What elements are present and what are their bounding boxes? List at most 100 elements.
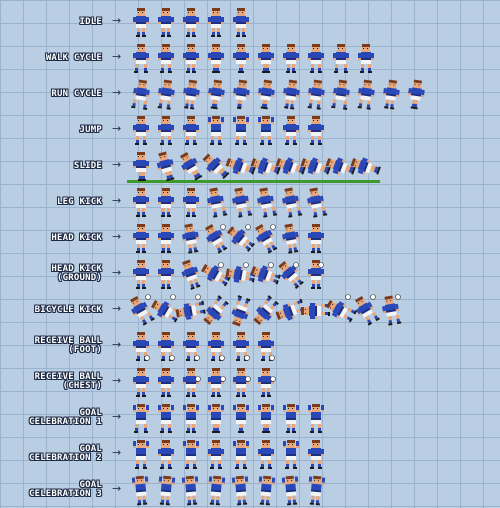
player-leg-kick-sprite-frame <box>232 187 253 218</box>
animation-row: IDLE → <box>0 4 500 40</box>
player-head-kick-sprite-frame <box>308 224 324 253</box>
player-head-kick-sprite <box>226 223 255 255</box>
player-receive-foot-sprite <box>180 331 202 363</box>
player-head-kick-ground-sprite-frame <box>201 262 231 287</box>
animation-label: IDLE <box>79 16 102 27</box>
player-walk-sprite <box>255 43 277 75</box>
player-celebration-1-sprite-frame <box>283 404 299 433</box>
player-jump-sprite-frame <box>183 116 199 145</box>
player-idle-sprite <box>230 7 252 39</box>
player-celebration-1-sprite <box>255 403 277 435</box>
player-slide-sprite-frame <box>250 157 281 183</box>
player-slide-sprite <box>250 151 281 183</box>
player-celebration-2-sprite-frame <box>258 440 274 469</box>
player-celebration-3-sprite <box>255 475 277 507</box>
player-jump-sprite-frame <box>233 116 249 145</box>
player-run-sprite <box>205 79 227 111</box>
player-head-kick-sprite-frame <box>282 223 300 254</box>
player-slide-sprite-frame <box>325 157 356 183</box>
player-celebration-3-sprite <box>305 475 327 507</box>
player-leg-kick-sprite-frame <box>307 187 328 218</box>
player-receive-chest-sprite-frame <box>183 368 201 397</box>
player-receive-foot-sprite-frame <box>183 332 200 361</box>
player-head-kick-ground-sprite <box>250 259 281 291</box>
player-celebration-3-sprite <box>205 475 227 507</box>
player-head-kick-ground-sprite-frame <box>308 260 324 289</box>
player-celebration-2-sprite <box>130 439 152 471</box>
player-jump-sprite-frame <box>133 116 149 145</box>
player-head-kick-sprite <box>205 223 228 255</box>
player-head-kick-ground-sprite-frame <box>133 260 149 289</box>
player-bicycle-kick-sprite-frame <box>382 294 402 326</box>
player-head-kick-ground-sprite-frame <box>225 262 256 284</box>
player-slide-sprite <box>225 151 256 183</box>
player-walk-sprite-frame <box>308 44 324 73</box>
player-leg-kick-sprite <box>280 187 303 219</box>
player-slide-sprite <box>350 151 381 183</box>
player-head-kick-sprite <box>180 223 202 255</box>
player-receive-foot-sprite-frame <box>158 332 175 361</box>
animation-row: JUMP → <box>0 112 500 148</box>
player-celebration-2-sprite-frame <box>133 440 149 469</box>
animation-label: LEG KICK <box>57 196 102 207</box>
player-walk-sprite-frame <box>133 44 149 73</box>
animation-label: JUMP <box>79 124 102 135</box>
player-run-sprite <box>305 79 327 111</box>
player-celebration-1-sprite <box>280 403 302 435</box>
player-leg-kick-sprite-frame <box>257 187 278 218</box>
player-head-kick-ground-sprite <box>155 259 177 291</box>
player-jump-sprite <box>305 115 327 147</box>
player-run-sprite <box>405 79 427 111</box>
player-head-kick-sprite <box>155 223 177 255</box>
player-jump-sprite-frame <box>208 116 224 145</box>
player-idle-sprite-frame <box>208 8 224 37</box>
player-jump-sprite-frame <box>308 116 324 145</box>
player-run-sprite-frame <box>357 79 375 110</box>
player-celebration-1-sprite-frame <box>183 404 199 433</box>
player-run-sprite-frame <box>157 79 175 110</box>
player-celebration-1-sprite-frame <box>233 404 249 433</box>
player-receive-foot-sprite <box>255 331 277 363</box>
player-head-kick-ground-sprite-frame <box>250 262 281 285</box>
player-head-kick-sprite-frame <box>255 224 278 254</box>
player-run-sprite <box>280 79 302 111</box>
player-run-sprite-frame <box>331 79 350 110</box>
player-celebration-2-sprite <box>180 439 202 471</box>
player-jump-sprite <box>230 115 252 147</box>
player-celebration-2-sprite <box>155 439 177 471</box>
player-idle-sprite <box>155 7 177 39</box>
player-slide-sprite <box>275 151 306 183</box>
player-bicycle-kick-sprite-frame <box>253 295 279 326</box>
player-run-sprite-frame <box>282 79 300 110</box>
animation-row: RUN CYCLE → <box>0 76 500 112</box>
player-slide-sprite-frame <box>177 152 205 183</box>
player-celebration-1-sprite <box>180 403 202 435</box>
player-receive-chest-sprite <box>205 367 227 399</box>
animation-row: GOAL CELEBRATION 3 → <box>0 472 500 508</box>
player-celebration-3-sprite-frame <box>181 475 199 506</box>
player-bicycle-kick-sprite-frame <box>326 294 358 323</box>
player-jump-sprite <box>155 115 177 147</box>
player-celebration-3-sprite-frame <box>281 475 299 506</box>
player-jump-sprite-frame <box>258 116 274 145</box>
animation-row: RECEIVE BALL (CHEST) → <box>0 364 500 400</box>
arrow-right-icon: → <box>112 158 122 171</box>
player-walk-sprite <box>130 43 152 75</box>
animation-row: SLIDE → <box>0 148 500 184</box>
arrow-right-icon: → <box>112 374 122 387</box>
animation-row: BICYCLE KICK → <box>0 292 500 328</box>
player-bicycle-kick-sprite <box>130 294 155 327</box>
player-idle-sprite <box>180 7 202 39</box>
player-receive-chest-sprite-frame <box>258 368 276 397</box>
player-run-sprite-frame <box>382 79 400 110</box>
player-run-sprite-frame <box>257 79 275 110</box>
player-walk-sprite <box>155 43 177 75</box>
player-leg-kick-sprite <box>230 187 253 219</box>
player-slide-sprite-frame <box>300 157 331 183</box>
player-receive-chest-sprite <box>230 367 252 399</box>
player-receive-chest-sprite-frame <box>208 368 226 397</box>
player-celebration-3-sprite-frame <box>258 475 276 506</box>
player-celebration-1-sprite <box>230 403 252 435</box>
player-celebration-3-sprite-frame <box>131 475 149 506</box>
player-celebration-1-sprite-frame <box>308 404 324 433</box>
